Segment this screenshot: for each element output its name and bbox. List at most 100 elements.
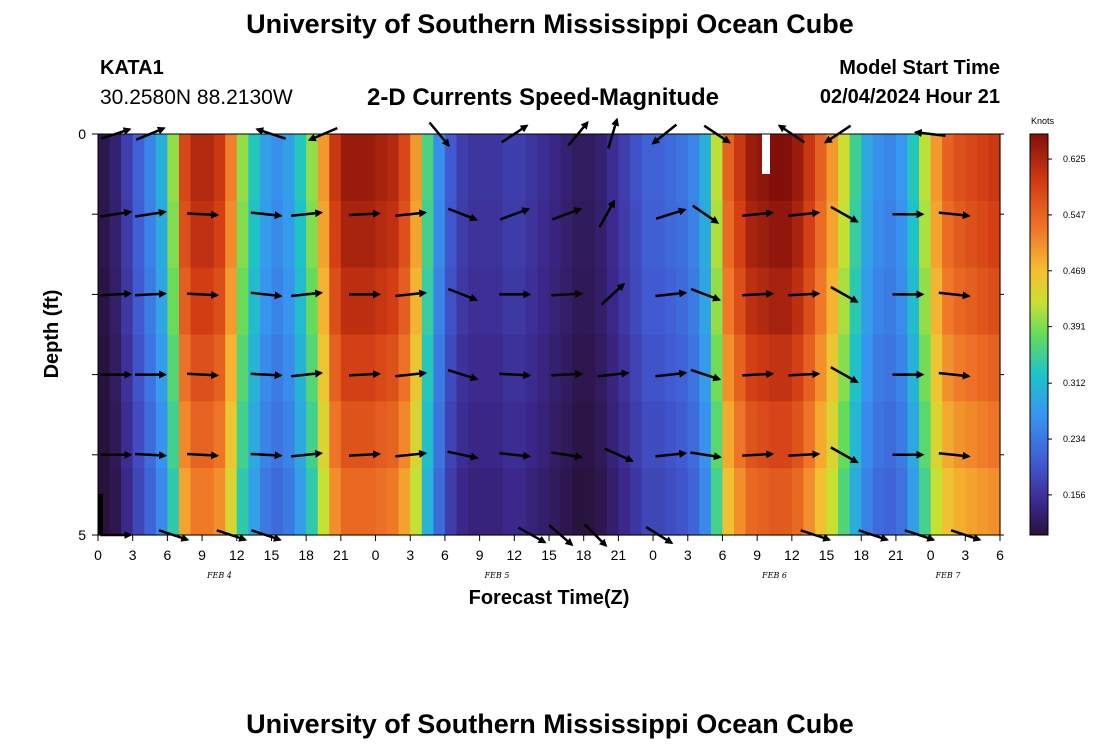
- heat-cell: [502, 401, 515, 469]
- heat-cell: [930, 267, 943, 336]
- current-vector-arrow: [551, 289, 584, 298]
- current-vector-arrow: [742, 450, 775, 459]
- heat-cell: [294, 267, 307, 336]
- heat-cell: [98, 200, 111, 269]
- heat-cell: [98, 334, 111, 402]
- heat-cell: [641, 267, 654, 336]
- heat-cell: [375, 334, 388, 402]
- heat-cell: [976, 200, 990, 269]
- current-vector-arrow: [690, 451, 722, 461]
- heat-cell: [421, 134, 434, 202]
- heat-cell: [236, 334, 249, 402]
- current-vector-arrow: [655, 289, 688, 298]
- heat-cell: [745, 200, 758, 269]
- heat-cell: [606, 468, 619, 536]
- heat-cell: [190, 134, 203, 202]
- x-tick-label: 12: [229, 547, 245, 563]
- heat-cell: [710, 200, 724, 269]
- heat-cell: [421, 200, 434, 269]
- model-start-date: 02/04/2024 Hour 21: [819, 86, 1000, 108]
- heat-cell: [225, 334, 238, 402]
- heat-cell: [294, 401, 307, 469]
- x-tick-label: 0: [649, 547, 657, 563]
- heat-cell: [861, 134, 874, 202]
- heat-cell: [965, 334, 978, 402]
- x-tick-label: 3: [961, 547, 969, 563]
- current-vector-arrow: [788, 450, 821, 459]
- heat-cell: [525, 334, 539, 402]
- heat-cell: [271, 267, 284, 336]
- heat-cell: [491, 468, 504, 536]
- heat-cell: [317, 200, 330, 269]
- heat-cell: [283, 267, 296, 336]
- heat-cell: [259, 200, 273, 269]
- heat-cell: [549, 468, 562, 536]
- heat-cell: [826, 267, 839, 336]
- y-axis: 05: [78, 126, 1004, 543]
- colorbar-tick-label: 0.625: [1063, 154, 1086, 164]
- heat-cell: [710, 468, 724, 536]
- heat-cell: [225, 134, 238, 202]
- heat-cell: [583, 267, 596, 336]
- current-vector-arrow: [395, 369, 428, 378]
- heat-cell: [722, 401, 735, 469]
- heat-cell: [595, 200, 608, 269]
- current-vector-arrow: [830, 366, 859, 384]
- current-vector-arrow: [395, 209, 428, 218]
- heat-cell: [722, 468, 735, 536]
- heat-cell: [294, 200, 307, 269]
- heat-cell: [676, 267, 689, 336]
- heat-cell: [213, 468, 226, 536]
- heat-cell: [722, 267, 735, 336]
- heat-cell: [641, 468, 654, 536]
- heat-cell: [919, 200, 932, 269]
- heat-cell: [606, 267, 619, 336]
- heat-cell: [965, 468, 978, 536]
- heat-cell: [259, 468, 273, 536]
- heat-cell: [895, 401, 909, 469]
- heat-cell: [98, 134, 111, 202]
- heat-cell: [838, 468, 851, 536]
- heat-cell: [641, 200, 654, 269]
- heat-cell: [398, 401, 411, 469]
- heat-cell: [745, 401, 758, 469]
- heat-cell: [271, 200, 284, 269]
- x-tick-label: 18: [298, 547, 314, 563]
- current-vector-arrow: [250, 371, 283, 380]
- heat-cell: [814, 334, 828, 402]
- heat-cell: [306, 334, 319, 402]
- heat-cell: [410, 267, 423, 336]
- heat-cell: [907, 267, 920, 336]
- current-vector-arrow: [187, 371, 220, 380]
- heat-cell: [919, 334, 932, 402]
- heat-cell: [814, 134, 828, 202]
- heat-cell: [259, 401, 273, 469]
- heat-cell: [387, 200, 400, 269]
- heat-cell: [745, 334, 758, 402]
- heat-cell: [549, 401, 562, 469]
- heat-cell: [942, 401, 955, 469]
- heat-cell: [121, 134, 134, 202]
- current-vector-arrow: [447, 368, 479, 382]
- heat-cell: [514, 468, 527, 536]
- heat-cell: [930, 134, 943, 202]
- heat-cell: [572, 267, 585, 336]
- heat-cell: [734, 334, 747, 402]
- heat-cell: [479, 200, 492, 269]
- heat-cell: [791, 267, 805, 336]
- heat-cell: [710, 334, 724, 402]
- heat-cell: [710, 134, 724, 202]
- x-tick-label: 21: [611, 547, 627, 563]
- heat-cell: [317, 134, 330, 202]
- heat-cell: [583, 468, 596, 536]
- heat-cell: [734, 468, 747, 536]
- heat-cell: [814, 401, 828, 469]
- heat-cell: [398, 334, 411, 402]
- heat-cell: [629, 134, 643, 202]
- heat-cell: [248, 267, 261, 336]
- heat-cell: [757, 267, 770, 336]
- heat-cell: [722, 200, 735, 269]
- x-tick-label: 0: [94, 547, 102, 563]
- heat-cell: [132, 200, 145, 269]
- heat-cell: [930, 334, 943, 402]
